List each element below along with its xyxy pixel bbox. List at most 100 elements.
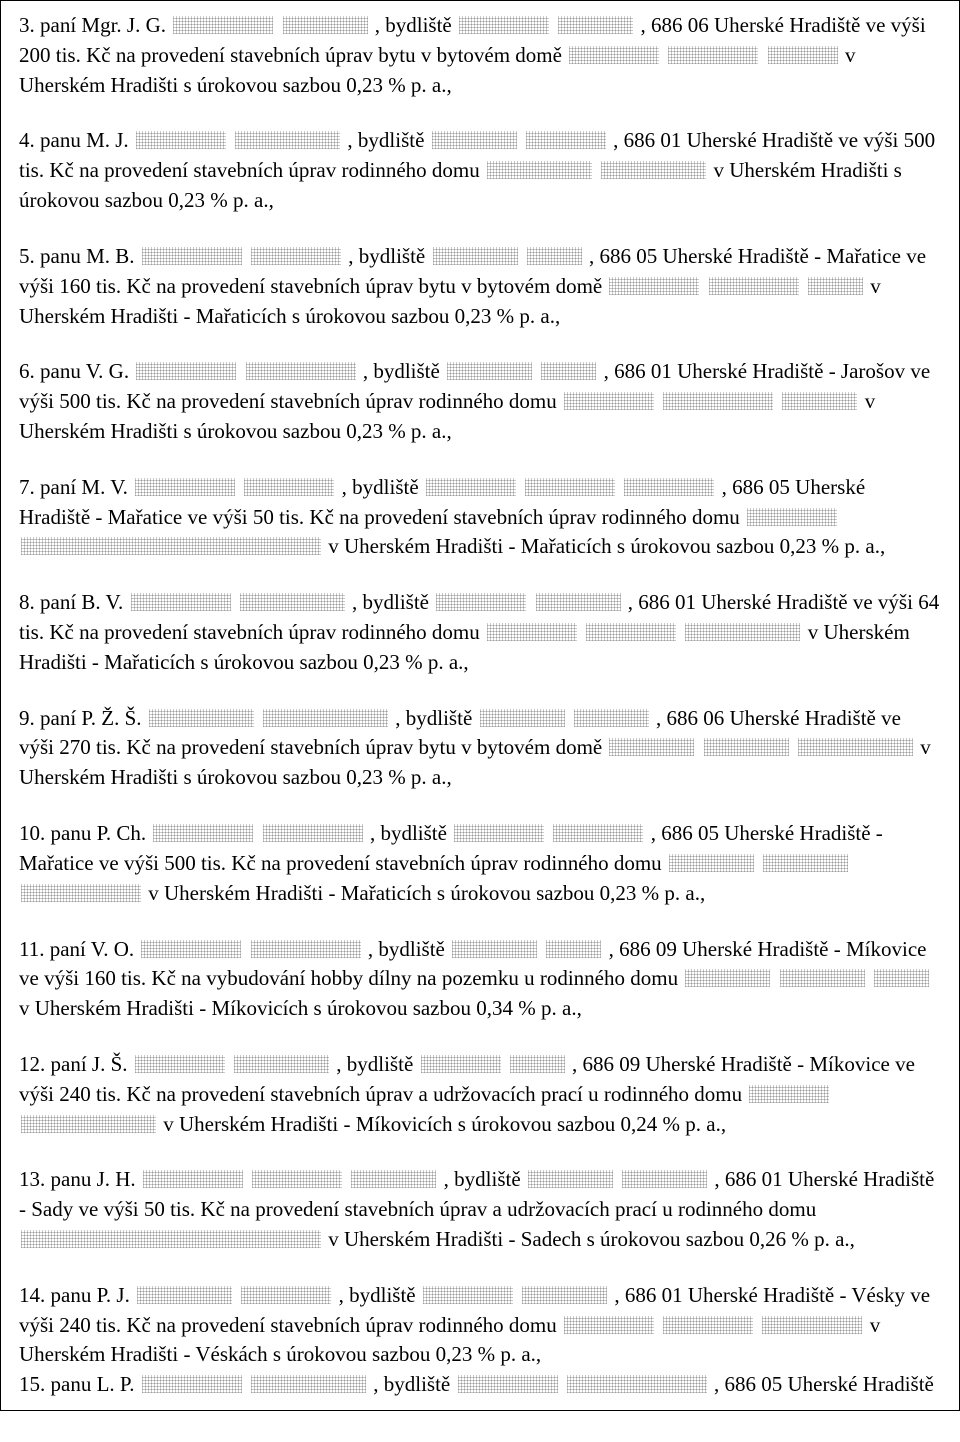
item-text: 13. panu J. H. — [19, 1167, 136, 1191]
item-text: , 686 05 Uherské Hradiště — [714, 1372, 934, 1396]
redacted-property — [569, 46, 659, 64]
redacted-address — [510, 1055, 565, 1073]
redacted-address — [522, 1286, 607, 1304]
redacted-name — [153, 824, 253, 842]
item-text: , bydliště — [348, 244, 425, 268]
redacted-address — [528, 1170, 613, 1188]
redacted-name — [136, 131, 226, 149]
list-item: 4. panu M. J. , bydliště , 686 01 Uhersk… — [19, 126, 941, 215]
redacted-name — [240, 593, 345, 611]
redacted-name — [142, 1375, 242, 1393]
list-item: 10. panu P. Ch. , bydliště , 686 05 Uher… — [19, 819, 941, 908]
document-page: 3. paní Mgr. J. G. , bydliště , 686 06 U… — [0, 0, 960, 1411]
item-text: 8. paní B. V. — [19, 590, 123, 614]
list-item: 8. paní B. V. , bydliště , 686 01 Uhersk… — [19, 588, 941, 677]
redacted-address — [423, 1286, 513, 1304]
redacted-property — [709, 277, 799, 295]
redacted-property — [780, 969, 865, 987]
list-item: 13. panu J. H. , bydliště , 686 01 Uhers… — [19, 1165, 941, 1254]
list-item: 3. paní Mgr. J. G. , bydliště , 686 06 U… — [19, 11, 941, 100]
redacted-address — [567, 1375, 707, 1393]
redacted-name — [241, 1286, 331, 1304]
redacted-name — [142, 247, 242, 265]
redacted-property — [763, 854, 848, 872]
item-text: 15. panu L. P. — [19, 1372, 135, 1396]
item-text: v Uherském Hradišti - Míkovicích s úroko… — [19, 996, 582, 1020]
redacted-name — [135, 478, 235, 496]
redacted-property — [663, 392, 773, 410]
item-text: 7. paní M. V. — [19, 475, 128, 499]
redacted-property — [762, 1316, 862, 1334]
redacted-address — [546, 940, 601, 958]
redacted-address — [458, 1375, 558, 1393]
list-item: 14. panu P. J. , bydliště , 686 01 Uhers… — [19, 1281, 941, 1400]
redacted-address — [452, 940, 537, 958]
item-text: , bydliště — [363, 359, 440, 383]
redacted-address — [433, 247, 518, 265]
redacted-name — [251, 247, 341, 265]
redacted-property — [564, 1316, 654, 1334]
item-text: , bydliště — [370, 821, 447, 845]
redacted-name — [251, 940, 361, 958]
redacted-property — [668, 46, 758, 64]
redacted-property — [21, 1115, 156, 1133]
redacted-address — [454, 824, 544, 842]
redacted-name — [173, 16, 273, 34]
redacted-property — [21, 884, 141, 902]
redacted-name — [244, 478, 334, 496]
redacted-name — [143, 1170, 243, 1188]
redacted-address — [426, 478, 516, 496]
redacted-name — [251, 1375, 366, 1393]
redacted-property — [586, 623, 676, 641]
redacted-address — [536, 593, 621, 611]
item-text: 11. paní V. O. — [19, 937, 134, 961]
item-text: , bydliště — [336, 1052, 413, 1076]
redacted-address — [541, 362, 596, 380]
redacted-name — [252, 1170, 342, 1188]
redacted-name — [135, 1055, 225, 1073]
item-text: , bydliště — [444, 1167, 521, 1191]
redacted-address — [421, 1055, 501, 1073]
redacted-property — [874, 969, 929, 987]
redacted-property — [782, 392, 857, 410]
redacted-property — [564, 392, 654, 410]
list-item: 5. panu M. B. , bydliště , 686 05 Uhersk… — [19, 242, 941, 331]
redacted-address — [432, 131, 517, 149]
item-text: 10. panu P. Ch. — [19, 821, 146, 845]
item-text: , bydliště — [339, 1283, 416, 1307]
redacted-name — [351, 1170, 436, 1188]
redacted-property — [601, 161, 706, 179]
redacted-name — [234, 1055, 329, 1073]
redacted-property — [808, 277, 863, 295]
redacted-name — [136, 362, 236, 380]
redacted-property — [685, 969, 770, 987]
item-text: v Uherském Hradišti - Mařaticích s úroko… — [328, 534, 885, 558]
redacted-property — [21, 537, 321, 555]
item-text: 12. paní J. Š. — [19, 1052, 128, 1076]
redacted-property — [747, 508, 837, 526]
redacted-name — [137, 1286, 232, 1304]
list-item: 6. panu V. G. , bydliště , 686 01 Uhersk… — [19, 357, 941, 446]
item-text: 5. panu M. B. — [19, 244, 135, 268]
redacted-address — [459, 16, 549, 34]
redacted-property — [768, 46, 838, 64]
list-item: 11. paní V. O. , bydliště , 686 09 Uhers… — [19, 935, 941, 1024]
item-text: 9. paní P. Ž. Š. — [19, 706, 142, 730]
redacted-property — [798, 738, 913, 756]
redacted-property — [749, 1085, 829, 1103]
redacted-address — [622, 1170, 707, 1188]
redacted-address — [480, 709, 565, 727]
item-text: 3. paní Mgr. J. G. — [19, 13, 166, 37]
item-text: , bydliště — [375, 13, 452, 37]
redacted-name — [263, 709, 388, 727]
redacted-property — [487, 161, 592, 179]
redacted-property — [609, 738, 694, 756]
redacted-name — [283, 16, 368, 34]
item-text: , bydliště — [342, 475, 419, 499]
redacted-address — [558, 16, 633, 34]
redacted-address — [526, 131, 606, 149]
item-text: v Uherském Hradišti - Mařaticích s úroko… — [148, 881, 705, 905]
item-text: 6. panu V. G. — [19, 359, 129, 383]
redacted-address — [527, 247, 582, 265]
redacted-name — [235, 131, 340, 149]
